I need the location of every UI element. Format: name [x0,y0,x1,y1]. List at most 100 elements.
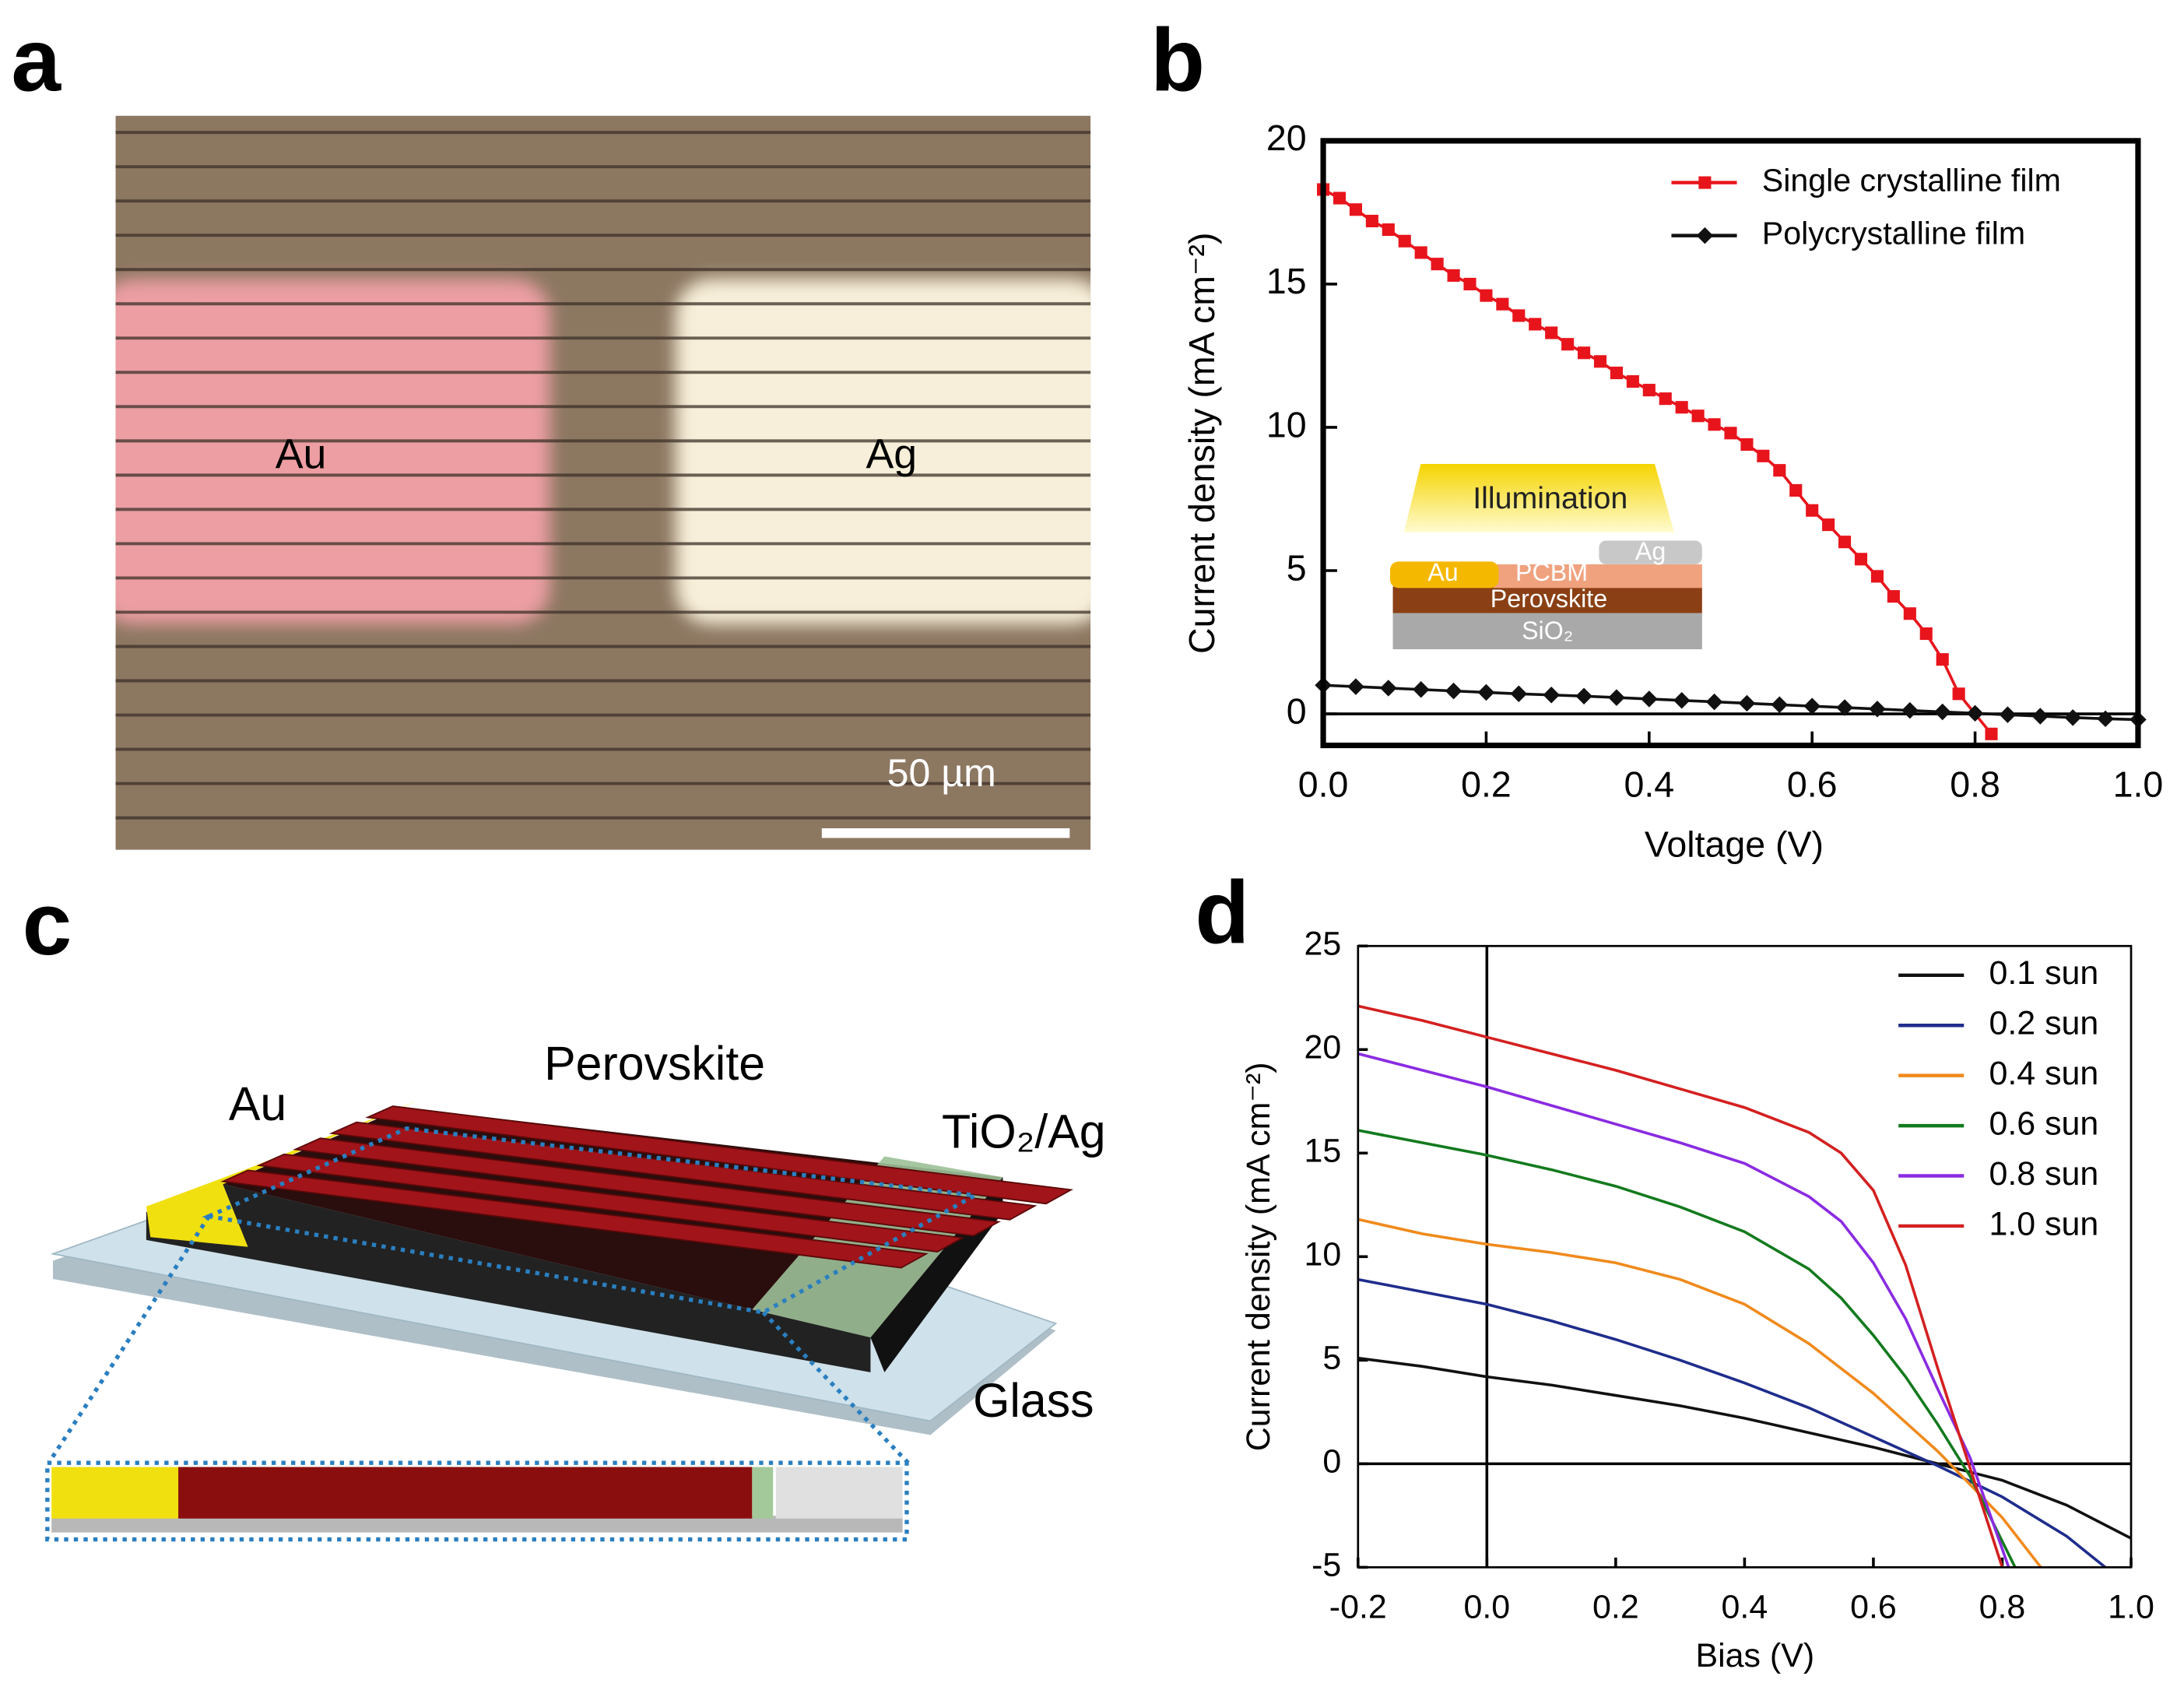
x-tick-label: 0.6 [1787,764,1838,805]
legend-label: 0.8 sun [1989,1155,2098,1193]
illumination [1403,464,1675,532]
x-tick-label: 1.0 [2113,764,2164,805]
panel-label: d [1195,863,1249,962]
marker [1626,375,1639,388]
stripes [115,131,1091,820]
y-tick-label: 10 [1304,1236,1342,1274]
x-axis-label: Voltage (V) [1645,824,1824,864]
marker [1999,706,2017,723]
marker [1642,384,1656,397]
plot-frame [1357,944,2133,1569]
legend-label: 0.4 sun [1989,1055,2098,1092]
inset-diagram [1389,464,1702,650]
marker [1789,483,1803,497]
marker [1463,277,1476,290]
marker [1708,418,1721,431]
cross-perovskite [178,1467,753,1519]
label: TiO₂/Ag [942,1105,1106,1158]
marker [1641,690,1658,708]
annotation: Au [1427,558,1458,586]
marker [1365,214,1378,228]
marker [1510,685,1528,703]
y-tick-label: 25 [1304,926,1342,963]
legend-label: 0.1 sun [1989,954,2098,992]
marker [2064,709,2081,726]
layer [1392,613,1702,650]
legend-label: Single crystalline film [1762,162,2061,198]
marker [1854,553,1868,566]
marker [1593,355,1607,368]
marker [1578,346,1591,360]
y-tick-label: 5 [1287,547,1307,588]
marker [1477,683,1495,701]
annotation: Perovskite [1491,585,1607,613]
layer [1389,561,1499,589]
marker [1398,234,1411,248]
marker [1445,682,1462,700]
y-tick-label: 0 [1322,1443,1341,1481]
series-line [1357,1277,2107,1568]
marker [1414,246,1427,259]
ag-pad [675,279,1091,624]
marker [1773,464,1786,477]
marker [1575,687,1592,704]
series-line [1357,1129,2017,1568]
y-tick-label: 20 [1266,118,1307,158]
annotation: PCBM [1515,558,1588,586]
panel-label: a [11,10,61,110]
marker [1903,607,1916,620]
marker [1869,701,1886,718]
x-tick-label: 0.0 [1298,764,1349,805]
y-axis-label: Current density (mA cm⁻²) [1182,232,1222,654]
layer [1392,586,1702,613]
series-line [1357,1217,2042,1568]
x-tick-label: 0.0 [1463,1588,1510,1625]
marker [1382,223,1395,237]
marker [1771,696,1789,714]
x-axis-label: Bias (V) [1695,1637,1814,1674]
marker [1933,703,1951,721]
marker [1724,427,1737,440]
annotation: Illumination [1473,481,1627,515]
cross-ag [775,1467,903,1519]
marker [1412,681,1430,698]
marker [1952,687,1965,701]
marker [1919,627,1933,641]
y-tick-label: 5 [1322,1340,1341,1377]
marker [1380,680,1397,697]
device-diagram [45,1100,1073,1542]
au-electrode [146,1100,418,1247]
y-tick-label: 15 [1266,261,1307,301]
series-line [1357,1356,2131,1540]
marker [1561,338,1575,351]
x-tick-label: 1.0 [2108,1588,2154,1625]
legend-label: 1.0 sun [1989,1205,2098,1242]
marker [2097,710,2114,728]
annotation: SiO₂ [1522,617,1573,645]
cross-au [51,1467,179,1519]
x-tick-label: 0.4 [1624,764,1674,805]
legend-label: 0.6 sun [1989,1105,2098,1142]
marker [1936,653,1949,666]
x-tick-label: 0.8 [1950,764,2000,805]
series-line [1323,188,1993,735]
series-line [1357,1052,2010,1568]
marker [1447,269,1460,282]
y-tick-label: 0 [1287,690,1307,731]
perovskite-strips [220,1105,1073,1269]
marker [1870,570,1884,583]
legend-label: 0.2 sun [1989,1005,2098,1042]
marker [1349,203,1362,216]
marker [1738,694,1756,712]
x-tick-label: 0.8 [1979,1588,2026,1625]
x-tick-label: 0.4 [1722,1588,1768,1625]
y-tick-label: 15 [1304,1133,1342,1170]
cross-tio2 [752,1467,774,1519]
legend-marker [1696,227,1714,244]
strip [220,1169,929,1269]
marker [1966,704,1984,722]
strip [293,1137,1001,1237]
marker [1608,689,1625,706]
